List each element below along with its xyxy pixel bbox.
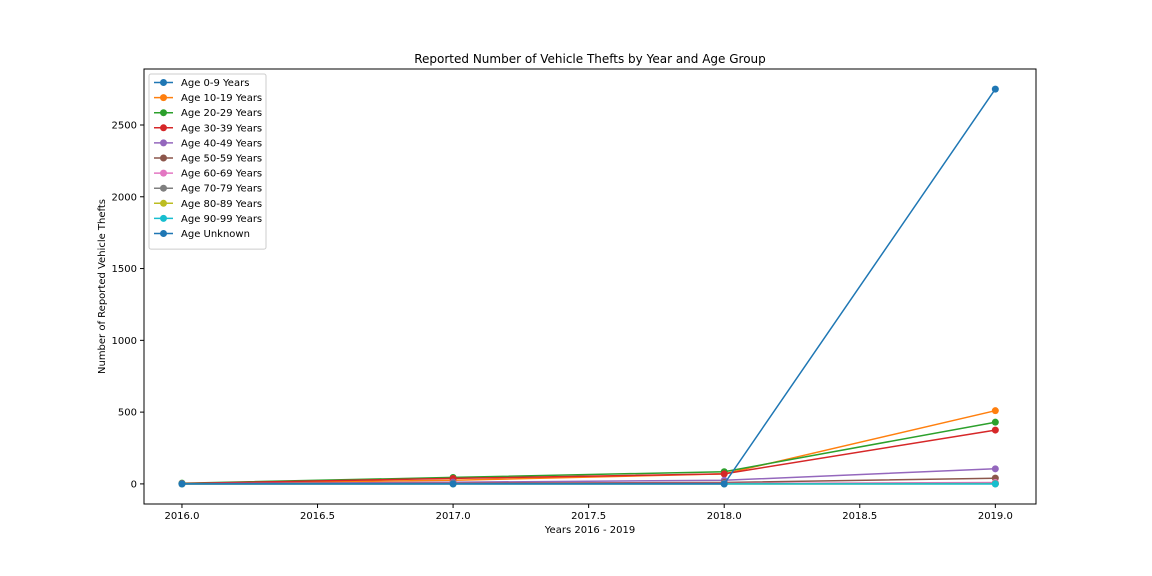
legend-label: Age 20-29 Years — [181, 108, 262, 119]
legend-marker — [160, 184, 167, 192]
legend-label: Age 80-89 Years — [181, 199, 262, 210]
y-axis-label: Number of Reported Vehicle Thefts — [97, 199, 108, 374]
data-point — [991, 407, 999, 415]
legend-marker — [160, 230, 167, 237]
legend-box — [148, 73, 267, 250]
x-tick-label: 2017.5 — [571, 511, 606, 522]
x-tick-label: 2016.5 — [300, 511, 335, 522]
x-tick-label: 2016.0 — [164, 511, 199, 522]
legend-label: Age Unknown — [181, 229, 250, 240]
x-axis-label: Years 2016 - 2019 — [544, 525, 635, 536]
legend-marker — [160, 124, 167, 132]
series-line — [181, 409, 996, 485]
legend-marker — [160, 199, 167, 207]
legend-label: Age 90-99 Years — [181, 214, 262, 225]
legend-label: Age 70-79 Years — [181, 184, 262, 195]
legend-marker — [160, 154, 167, 162]
x-tick-label: 2018.5 — [842, 511, 877, 522]
legend-label: Age 50-59 Years — [181, 154, 262, 165]
legend-marker — [160, 94, 167, 102]
y-tick-label: 2500 — [112, 120, 137, 131]
y-axis: 0 500 1000 1500 2000 2500 — [112, 120, 144, 490]
y-tick-label: 0 — [131, 479, 137, 490]
data-point — [991, 465, 999, 473]
data-point — [991, 85, 999, 93]
series-line — [181, 429, 996, 485]
x-axis: 2016.0 2016.5 2017.0 2017.5 2018.0 2018.5 2019… — [164, 504, 1013, 522]
x-tick-label: 2017.0 — [436, 511, 471, 522]
legend-label: Age 10-19 Years — [181, 93, 262, 104]
data-point — [991, 480, 999, 488]
y-tick-label: 2000 — [112, 192, 137, 203]
legend-marker — [160, 214, 167, 222]
legend-marker — [160, 79, 167, 86]
plot-series-group — [178, 85, 999, 488]
legend-label: Age 30-39 Years — [181, 123, 262, 134]
legend-label: Age 40-49 Years — [181, 138, 262, 149]
series-line — [182, 88, 996, 485]
y-tick-label: 1500 — [112, 264, 137, 275]
legend-marker — [160, 169, 167, 177]
legend-label: Age 0-9 Years — [181, 78, 249, 89]
legend-marker — [160, 139, 167, 147]
y-tick-label: 500 — [118, 408, 137, 419]
y-tick-label: 1000 — [112, 336, 137, 347]
data-point — [720, 470, 728, 478]
data-point — [178, 480, 186, 488]
x-tick-label: 2018.0 — [707, 511, 742, 522]
chart-title: Reported Number of Vehicle Thefts by Yea… — [414, 52, 766, 66]
legend-marker — [160, 109, 167, 117]
x-tick-label: 2019.0 — [978, 511, 1013, 522]
legend-label: Age 60-69 Years — [181, 169, 262, 180]
data-point — [449, 480, 457, 488]
data-point — [991, 426, 999, 434]
data-point — [991, 418, 999, 426]
data-point — [720, 480, 728, 488]
legend: Age 0-9 Years Age 10-19 Years Age 20-29 Ye… — [148, 73, 267, 250]
plot-frame — [143, 68, 1037, 505]
